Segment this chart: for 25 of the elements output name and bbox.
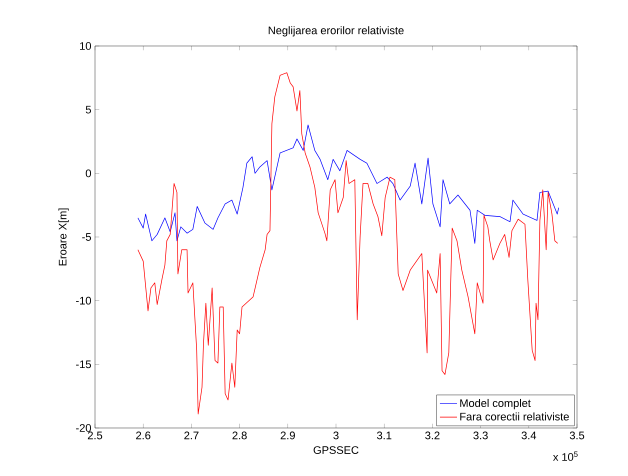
legend-label: Model complet <box>460 398 531 410</box>
y-tick-label: -5 <box>82 233 91 241</box>
x-tick-label: 3.5 <box>570 432 584 440</box>
chart-title: Neglijarea erorilor relativiste <box>268 26 404 36</box>
y-tick-label: -20 <box>76 424 92 432</box>
x-tick-label: 2.5 <box>88 432 102 440</box>
text: x 10$^{5}$ <box>553 452 578 461</box>
legend-label: Fara corectii relativiste <box>460 412 569 420</box>
x-tick-label: 3.1 <box>376 432 392 440</box>
y-tick-label: 10 <box>80 42 92 50</box>
x-tick-label: 3.4 <box>522 432 536 440</box>
x-tick-label: 2.6 <box>136 432 150 440</box>
x-tick-label: 2.8 <box>232 432 247 440</box>
y-tick-label: -10 <box>76 296 92 305</box>
y-axis-title: Eroare X[m] <box>58 208 69 266</box>
x-tick-label: 3 <box>333 432 339 440</box>
x-axis-title: GPSSEC <box>314 446 359 454</box>
y-tick-label: 5 <box>86 106 91 114</box>
y-tick-label: -15 <box>76 360 91 368</box>
y-tick-label: 0 <box>86 169 92 178</box>
x-tick-label: 3.3 <box>473 432 488 440</box>
line-series <box>138 124 560 244</box>
x-tick-label: 3.2 <box>425 432 440 440</box>
x-tick-label: 2.9 <box>280 432 295 440</box>
x-tick-label: 2.7 <box>184 432 198 440</box>
